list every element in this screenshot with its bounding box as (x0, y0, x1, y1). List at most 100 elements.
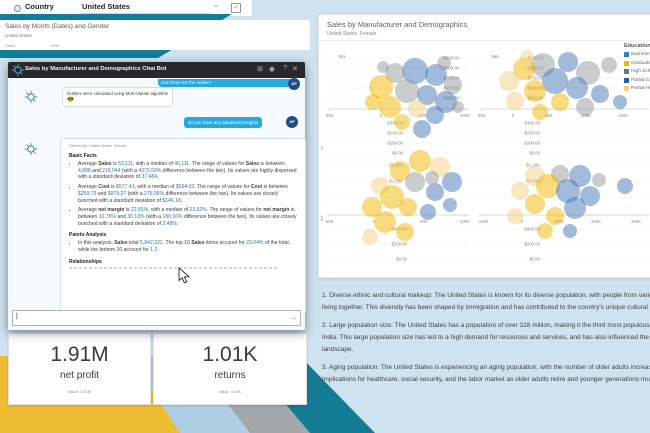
analysis-bullet: In this analysis, Sales total 5,842,222.… (78, 240, 297, 253)
chevron-down-icon[interactable]: ⌄ (213, 2, 219, 9)
svg-text:0: 0 (380, 113, 383, 118)
legend-item[interactable]: High School (624, 69, 650, 74)
bot-message-text: Outliers were calculated using Multi-Var… (67, 91, 169, 96)
insight-line: landscape. (322, 346, 354, 353)
svg-text:-50K: -50K (324, 113, 333, 118)
svg-text:$700.00: $700.00 (527, 76, 543, 81)
legend-item[interactable]: Partial College (624, 77, 650, 83)
user-message-clipped: and show me the outliers (158, 79, 290, 87)
svg-text:$0.00: $0.00 (529, 257, 540, 262)
insight-paragraph: 1. Diverse ethnic and cultural makeup: T… (322, 290, 650, 314)
bot-avatar-icon (24, 142, 38, 156)
kpi-value: 1.91M (50, 343, 109, 366)
svg-text:-50K: -50K (476, 113, 485, 118)
chat-header[interactable]: Sales by Manufacturer and Demographics C… (8, 62, 305, 78)
kpi-value: 1.01K (202, 343, 258, 366)
chat-input[interactable]: | → (12, 310, 301, 326)
svg-text:$100.00: $100.00 (524, 141, 540, 146)
insight-paragraph: 3. Aging population: The United States i… (322, 362, 650, 386)
filtered-by-note: Filtered by: United States, Female (69, 144, 127, 148)
country-slicer-value[interactable]: United States (82, 2, 210, 14)
wallpaper-white-strip (0, 20, 310, 50)
bot-message: Outliers were calculated using Multi-Var… (62, 87, 174, 107)
svg-text:No: No (339, 54, 345, 60)
legend-swatch (624, 60, 629, 66)
svg-text:in: in (320, 146, 324, 149)
education-legend: Education Bachelors Graduate Degree High S… (624, 43, 650, 95)
svg-text:$0.00: $0.00 (396, 257, 407, 262)
svg-text:300K: 300K (631, 219, 641, 224)
legend-swatch (624, 77, 629, 83)
left-panel-title: Sales by Month (Dates) and Gender (5, 23, 110, 30)
persona-icon[interactable]: ◉ (268, 66, 275, 73)
kpi-footnote: Value: 1.01K (218, 389, 242, 394)
svg-text:$400.00: $400.00 (524, 227, 540, 232)
svg-text:100K: 100K (460, 113, 470, 118)
svg-text:$300.00: $300.00 (524, 121, 540, 126)
left-panel-subtitle: United States (5, 33, 33, 38)
user-avatar: AP (288, 78, 300, 90)
legend-item[interactable]: Bachelors (624, 52, 650, 57)
sunglasses-emoji: 😎 (67, 97, 74, 103)
insight-line: 3. Aging population: The United States i… (322, 364, 650, 371)
svg-text:$1.00K: $1.00K (389, 179, 403, 184)
svg-text:$200.00: $200.00 (391, 242, 407, 247)
svg-text:Yes: Yes (491, 54, 499, 60)
user-avatar: AP (286, 116, 298, 128)
kpi-card-net-profit: 1.91M net profit Value: 1.91M (8, 333, 151, 405)
right-panel-subtitle: United States, Female (327, 31, 377, 37)
insight-paragraph: 2. Large population size: The United Sta… (322, 320, 650, 356)
svg-text:0: 0 (521, 219, 524, 224)
svg-text:50K: 50K (420, 219, 428, 224)
svg-text:$0.00: $0.00 (392, 151, 403, 156)
insight-line: India. This large population size has le… (322, 334, 650, 341)
chat-title: Sales by Manufacturer and Demographics C… (25, 66, 167, 72)
bot-icon (11, 63, 25, 77)
legend-label: Bachelors (631, 52, 650, 57)
svg-text:-50K: -50K (324, 219, 333, 224)
send-icon[interactable]: → (289, 313, 297, 322)
analysis-bullet: Average Sales is 53,111, with a median o… (78, 161, 297, 181)
svg-text:$200.00: $200.00 (524, 242, 540, 247)
analysis-section-heading: Basic Facts (69, 153, 97, 159)
bot-avatar-icon (24, 90, 38, 104)
clipped-text-line (69, 266, 279, 270)
slicer-radio-icon (14, 5, 21, 12)
right-panel-title: Sales by Manufacturer and Demographics (327, 20, 468, 29)
insights-text-block: 1. Diverse ethnic and cultural makeup: T… (322, 290, 650, 392)
focus-mode-icon[interactable]: ⊞ (257, 66, 263, 73)
legend-item[interactable]: Partial High School (624, 86, 650, 91)
left-panel-axis-label: 140K (50, 43, 60, 48)
svg-text:but: but (320, 215, 324, 221)
kpi-card-returns: 1.01K returns Value: 1.01K (153, 333, 307, 405)
analysis-bullet: Average net margin is 22.81%, with a med… (78, 207, 297, 227)
legend-swatch (624, 86, 629, 91)
wallpaper-white-area (0, 0, 252, 16)
legend-item[interactable]: Graduate Degree (624, 60, 650, 66)
panel-divider (319, 40, 650, 41)
mouse-cursor (178, 267, 190, 284)
svg-text:$200.00: $200.00 (387, 131, 403, 136)
country-slicer-label: Country (25, 2, 54, 11)
help-icon[interactable]: ? (283, 65, 287, 72)
clear-selections-icon[interactable]: ✓ (231, 3, 241, 13)
close-icon[interactable]: ✕ (292, 66, 298, 73)
svg-text:$900.00: $900.00 (443, 56, 459, 61)
kpi-label: net profit (60, 370, 99, 381)
user-message: do you have any advanced insights (184, 117, 263, 128)
legend-label: Graduate Degree (631, 60, 650, 66)
legend-swatch (624, 69, 629, 74)
legend-title: Education (624, 43, 650, 49)
svg-text:$100.00: $100.00 (387, 141, 403, 146)
insight-line: 2. Large population size: The United Sta… (322, 322, 650, 329)
legend-swatch (624, 52, 629, 57)
kpi-footnote: Value: 1.91M (67, 389, 92, 394)
svg-text:0: 0 (512, 113, 515, 118)
legend-label: High School (631, 69, 650, 74)
legend-label: Partial High School (631, 86, 650, 91)
insight-line: living together. This diversity has been… (322, 304, 650, 311)
right-chart-panel: Sales by Manufacturer and Demographics U… (318, 14, 650, 278)
kpi-label: returns (214, 370, 246, 381)
analysis-bullet: Average Cost is $577.41, with a median o… (78, 184, 297, 204)
